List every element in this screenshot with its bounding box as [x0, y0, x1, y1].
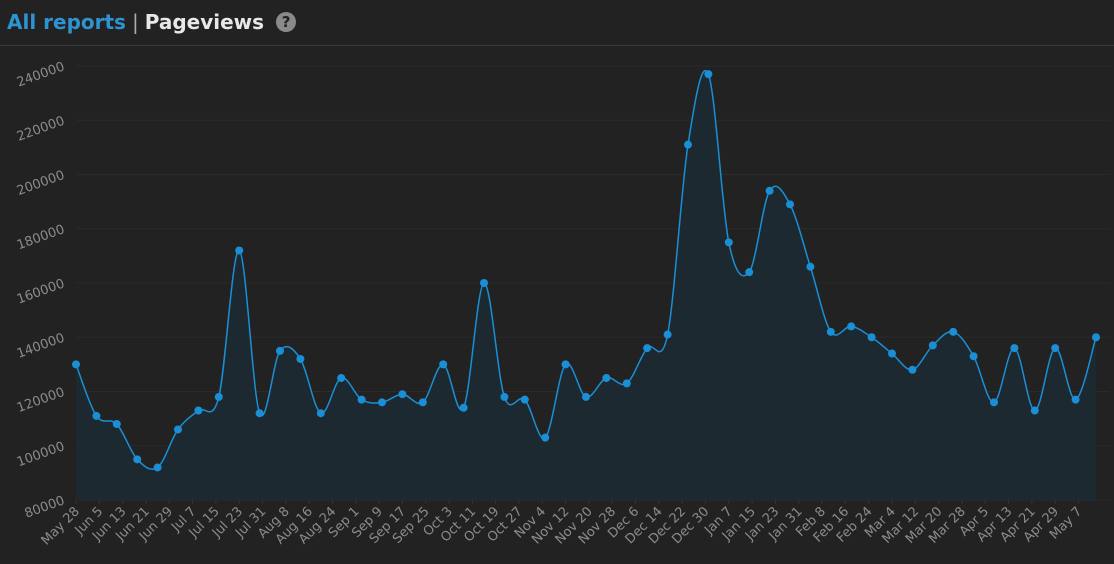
- data-point: [398, 390, 407, 399]
- y-tick-label: 100000: [15, 439, 67, 470]
- data-point: [418, 398, 427, 407]
- data-point: [133, 455, 142, 464]
- data-point: [928, 341, 937, 350]
- breadcrumb-link[interactable]: All reports: [7, 10, 126, 34]
- data-point: [235, 246, 244, 255]
- data-point: [867, 333, 876, 342]
- data-point: [765, 186, 774, 195]
- y-tick-label: 160000: [15, 276, 67, 307]
- divider: [0, 45, 1114, 46]
- data-point: [602, 373, 611, 382]
- help-icon[interactable]: ?: [276, 12, 297, 32]
- data-point: [663, 330, 672, 339]
- data-point: [276, 346, 284, 355]
- data-point: [174, 425, 182, 434]
- data-point: [745, 268, 754, 277]
- data-point: [582, 392, 590, 401]
- data-point: [684, 140, 692, 149]
- page-title: Pageviews: [144, 10, 265, 34]
- data-point: [153, 463, 162, 472]
- header: All reports | Pageviews?: [7, 8, 297, 38]
- data-point: [561, 360, 570, 369]
- data-point: [439, 360, 448, 369]
- data-point: [112, 420, 121, 429]
- data-point: [622, 379, 631, 388]
- data-point: [908, 365, 917, 374]
- y-tick-label: 220000: [15, 114, 67, 145]
- data-point: [337, 373, 346, 382]
- data-point: [378, 398, 386, 407]
- data-point: [296, 354, 305, 363]
- y-tick-label: 180000: [15, 222, 67, 253]
- data-point: [459, 403, 468, 412]
- data-point: [888, 349, 896, 358]
- data-point: [1010, 344, 1019, 353]
- data-point: [806, 262, 815, 271]
- area-fill: [76, 70, 1096, 500]
- data-point: [1051, 344, 1060, 353]
- data-point: [1030, 406, 1039, 415]
- data-point: [72, 360, 80, 369]
- data-point: [643, 344, 652, 353]
- data-point: [255, 409, 264, 418]
- data-point: [847, 322, 856, 331]
- y-tick-label: 120000: [15, 385, 67, 416]
- data-point: [214, 392, 223, 401]
- data-point: [316, 409, 325, 418]
- data-point: [1092, 333, 1100, 342]
- data-point: [520, 395, 529, 404]
- data-point: [92, 411, 101, 420]
- data-point: [357, 395, 366, 404]
- data-point: [990, 398, 998, 407]
- data-point: [541, 433, 550, 442]
- separator: |: [131, 10, 139, 34]
- data-point: [969, 352, 978, 361]
- y-tick-label: 140000: [15, 331, 67, 362]
- data-point: [949, 327, 958, 336]
- data-point: [704, 70, 713, 79]
- data-point: [480, 279, 488, 287]
- data-point: [826, 327, 835, 336]
- data-point: [724, 238, 733, 247]
- data-point: [786, 200, 794, 209]
- data-point: [194, 406, 203, 415]
- y-tick-label: 240000: [15, 59, 67, 90]
- data-point: [500, 392, 509, 401]
- data-point: [1071, 395, 1080, 404]
- y-tick-label: 200000: [15, 168, 67, 199]
